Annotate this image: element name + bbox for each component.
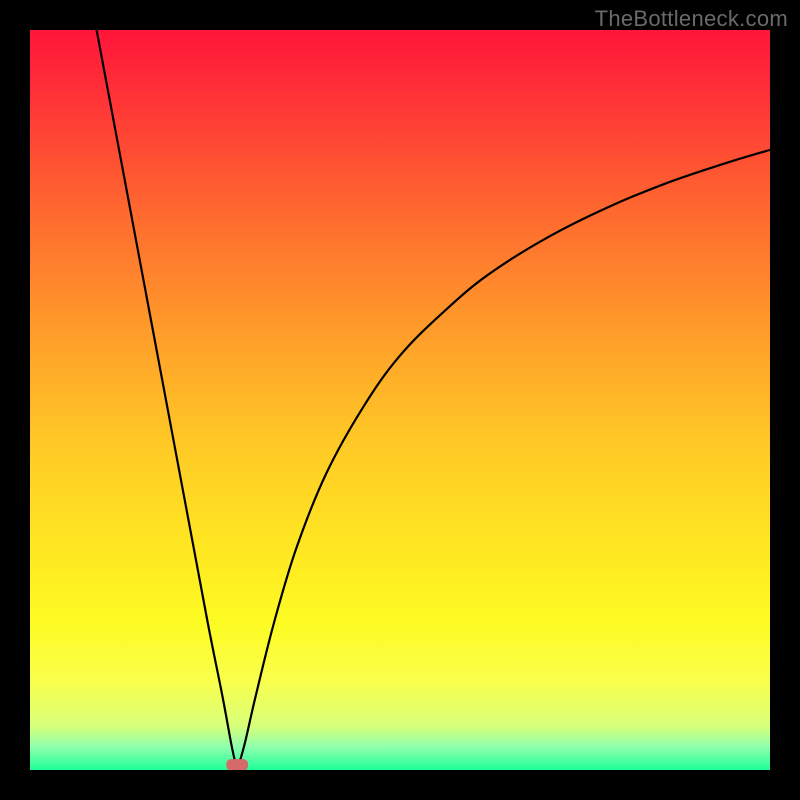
chart-container: TheBottleneck.com [0, 0, 800, 800]
watermark-label: TheBottleneck.com [595, 6, 788, 32]
vertex-marker [227, 760, 248, 770]
plot-background [30, 30, 770, 770]
bottleneck-chart [0, 0, 800, 800]
